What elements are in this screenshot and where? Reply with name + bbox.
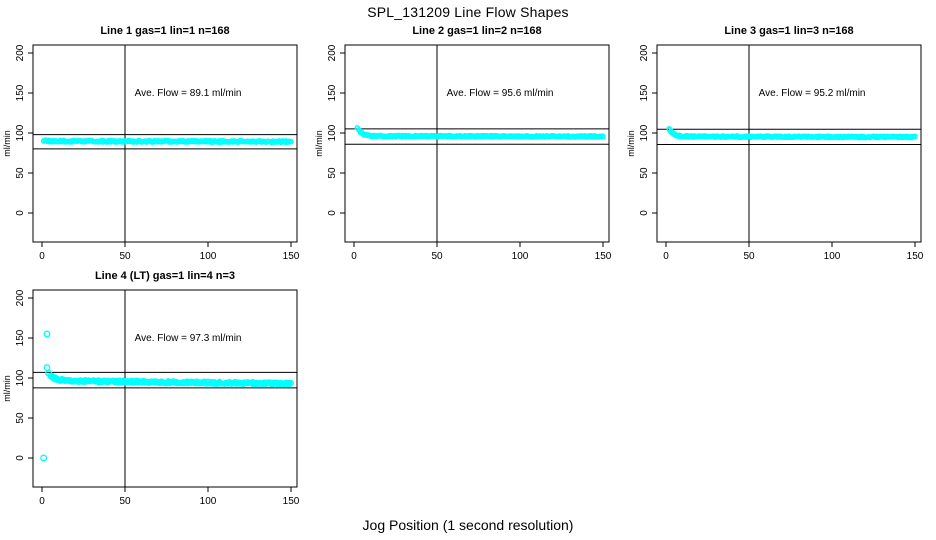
panel-title: Line 3 gas=1 lin=3 n=168: [724, 25, 853, 37]
y-tick-label: 100: [639, 124, 650, 141]
y-tick-label: 100: [15, 124, 26, 141]
x-tick-label: 100: [200, 251, 217, 262]
outlier-point: [43, 364, 51, 372]
ave-flow-annotation: Ave. Flow = 95.2 ml/min: [759, 88, 866, 99]
y-tick-label: 50: [327, 167, 338, 179]
outlier-point: [45, 369, 53, 377]
x-tick-label: 50: [119, 251, 131, 262]
data-points: [354, 125, 606, 140]
x-axis-outer-label: Jog Position (1 second resolution): [362, 517, 574, 533]
y-tick-label: 200: [327, 44, 338, 61]
ave-flow-annotation: Ave. Flow = 97.3 ml/min: [135, 333, 242, 344]
y-tick-label: 150: [639, 84, 650, 101]
plot-border: [32, 44, 298, 243]
y-tick-label: 0: [327, 210, 338, 216]
outlier-point: [40, 454, 48, 462]
data-points: [666, 126, 918, 141]
plot-border: [344, 44, 610, 243]
data-point: [288, 380, 294, 386]
data-points: [40, 330, 294, 462]
ave-flow-annotation: Ave. Flow = 95.6 ml/min: [447, 88, 554, 99]
outlier-point: [43, 330, 51, 338]
y-tick-label: 0: [639, 210, 650, 216]
ave-flow-annotation: Ave. Flow = 89.1 ml/min: [135, 88, 242, 99]
y-tick-label: 150: [15, 329, 26, 346]
y-tick-label: 0: [15, 210, 26, 216]
y-tick-label: 50: [15, 167, 26, 179]
y-tick-label: 200: [639, 44, 650, 61]
y-tick-label: 150: [327, 84, 338, 101]
y-tick-label: 150: [15, 84, 26, 101]
x-tick-label: 100: [512, 251, 529, 262]
x-tick-label: 150: [283, 251, 300, 262]
x-tick-label: 50: [119, 496, 131, 507]
axis-ticks: 0 50 100 150 0 50 100 150 200: [15, 44, 300, 262]
x-tick-label: 50: [743, 251, 755, 262]
panel-title: Line 4 (LT) gas=1 lin=4 n=3: [95, 270, 235, 282]
axis-ticks: 0 50 100 150 0 50 100 150 200: [15, 289, 300, 507]
x-tick-label: 100: [824, 251, 841, 262]
plot-border: [656, 44, 922, 243]
y-tick-label: 50: [15, 412, 26, 424]
y-axis-label: ml/min: [2, 375, 12, 402]
panel-4-chart: 0 50 100 150 0 50 100 150 200 ml/min Line 4 (LT) g…: [2, 270, 300, 507]
axis-ticks: 0 50 100 150 0 50 100 150 200: [639, 44, 924, 262]
x-tick-label: 150: [907, 251, 924, 262]
y-tick-label: 200: [15, 289, 26, 306]
y-tick-label: 100: [15, 369, 26, 386]
panel-title: Line 2 gas=1 lin=2 n=168: [412, 25, 541, 37]
panel-line-4: 0 50 100 150 0 50 100 150 200 ml/min Line 4 (LT) g…: [0, 265, 312, 510]
data-point: [600, 133, 606, 139]
y-axis-label: ml/min: [314, 130, 324, 157]
plot-border: [32, 289, 298, 488]
x-tick-label: 0: [351, 251, 357, 262]
x-tick-label: 150: [283, 496, 300, 507]
x-tick-label: 0: [663, 251, 669, 262]
x-tick-label: 150: [595, 251, 612, 262]
reference-lines: [345, 45, 609, 242]
page-title: SPL_131209 Line Flow Shapes: [367, 4, 569, 20]
data-point: [912, 133, 918, 140]
x-tick-label: 0: [39, 251, 45, 262]
y-tick-label: 200: [15, 44, 26, 61]
x-tick-label: 100: [200, 496, 217, 507]
y-tick-label: 0: [15, 455, 26, 461]
reference-lines: [33, 290, 297, 487]
data-points: [40, 137, 294, 146]
x-tick-label: 0: [39, 496, 45, 507]
y-tick-label: 50: [639, 167, 650, 179]
panel-title: Line 1 gas=1 lin=1 n=168: [100, 25, 229, 37]
panel-line-2: 0 50 100 150 0 50 100 150 200 ml/min Line 2 gas=1 …: [312, 20, 624, 265]
panel-1-chart: 0 50 100 150 0 50 100 150 200 ml/min Line 1 gas=1 …: [2, 25, 300, 262]
axis-ticks: 0 50 100 150 0 50 100 150 200: [327, 44, 612, 262]
panel-2-chart: 0 50 100 150 0 50 100 150 200 ml/min Line 2 gas=1 …: [314, 25, 612, 262]
data-point: [288, 138, 294, 145]
panel-line-1: 0 50 100 150 0 50 100 150 200 ml/min Line 1 gas=1 …: [0, 20, 312, 265]
y-axis-label: ml/min: [2, 130, 12, 157]
y-tick-label: 100: [327, 124, 338, 141]
panel-line-3: 0 50 100 150 0 50 100 150 200 ml/min Line 3 gas=1 …: [624, 20, 936, 265]
reference-lines: [657, 45, 921, 242]
x-tick-label: 50: [431, 251, 443, 262]
panel-3-chart: 0 50 100 150 0 50 100 150 200 ml/min Line 3 gas=1 …: [626, 25, 924, 262]
y-axis-label: ml/min: [626, 130, 636, 157]
